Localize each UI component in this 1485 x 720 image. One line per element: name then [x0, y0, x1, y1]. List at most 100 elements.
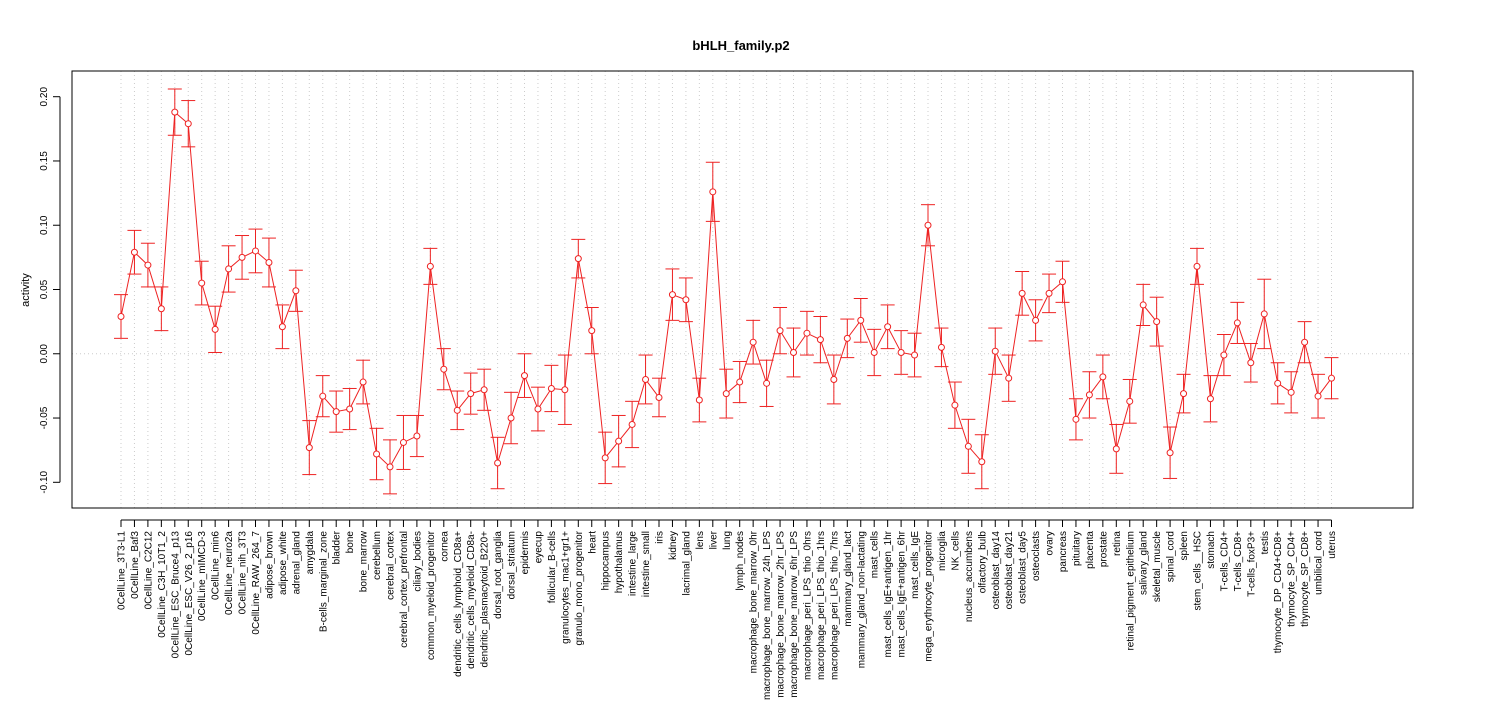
data-point [1274, 379, 1282, 387]
x-tick-label: testis [1260, 531, 1271, 554]
points [117, 108, 1335, 471]
x-tick-label: ciliary_bodies [412, 531, 423, 592]
data-point [911, 351, 919, 359]
data-point [1045, 289, 1053, 297]
x-tick-label: lymph_nodes [735, 531, 746, 590]
x-tick-label: 0CellLine_RAW_264_7 [251, 531, 262, 635]
data-point [803, 329, 811, 337]
x-tick-label: common_myeloid_progenitor [426, 530, 437, 660]
x-tick-label: macrophage_bone_marrow_6hr_LPS [789, 531, 800, 698]
x-tick-label: osteoblast_day21 [1004, 531, 1015, 610]
data-point [642, 375, 650, 383]
x-tick-label: 0CellLine_ESC_Bruce4_p13 [170, 531, 181, 659]
data-point [184, 120, 192, 128]
grid [120, 71, 1332, 508]
x-tick-label: T-cells_CD4+ [1219, 531, 1230, 591]
x-tick-label: T-cells_CD8+ [1233, 531, 1244, 591]
data-point [937, 343, 945, 351]
y-tick-label: -0.05 [39, 406, 50, 429]
data-point [1072, 415, 1080, 423]
x-tick-label: dendritic_cells_lymphoid_CD8a+ [453, 531, 464, 677]
data-point [507, 414, 515, 422]
x-tick-label: spinal_cord [1166, 531, 1177, 582]
data-point [978, 458, 986, 466]
data-point [1328, 374, 1335, 382]
x-tick-label: olfactory_bulb [977, 531, 988, 594]
data-point [386, 463, 394, 471]
data-point [440, 365, 448, 373]
x-tick-label: intestine_large [628, 531, 639, 596]
data-point [534, 405, 542, 413]
data-point [1153, 318, 1161, 326]
x-tick-label: salivary_gland [1139, 531, 1150, 595]
data-point [305, 444, 313, 452]
x-tick-label: dendritic_cells_myeloid_CD8a- [466, 531, 477, 669]
x-tick-label: adrenal_gland [291, 531, 302, 594]
data-point [494, 459, 502, 467]
x-tick-label: bladder [332, 530, 343, 564]
data-point [897, 348, 905, 356]
data-point [467, 390, 475, 398]
data-point [399, 438, 407, 446]
error-bars [114, 88, 1339, 495]
data-point [1193, 262, 1201, 270]
x-tick-label: hypothalamus [614, 531, 625, 593]
x-tick-label: macrophage_bone_marrow_24h_LPS [762, 531, 773, 700]
y-axis-label: activity [20, 273, 32, 307]
x-tick-label: macrophage_peri_LPS_thio_0hrs [802, 531, 813, 680]
plot-frame [71, 70, 1414, 509]
x-tick-label: macrophage_peri_LPS_thio_1hrs [816, 531, 827, 680]
data-point [884, 323, 892, 331]
data-point [1260, 310, 1268, 318]
x-tick-label: macrophage_peri_LPS_thio_7hrs [829, 531, 840, 680]
x-tick-label: 0CellLine_Baf3 [130, 531, 141, 599]
chart-title: bHLH_family.p2 [692, 38, 789, 53]
x-tick-label: lacrimal_gland [681, 531, 692, 595]
x-tick-label: mast_cells_IgE+antigen_6hr [897, 530, 908, 657]
data-point [1247, 359, 1255, 367]
data-point [830, 375, 838, 383]
x-tick-label: prostate [1098, 531, 1109, 568]
x-tick-label: mammary_gland_lact [843, 531, 854, 627]
data-point [1206, 395, 1214, 403]
data-point [870, 348, 878, 356]
data-point [265, 259, 273, 267]
data-point [924, 221, 932, 229]
x-tick-label: 0CellLine_C3H_10T1_2 [157, 531, 168, 638]
data-point [130, 248, 138, 256]
data-point [373, 450, 381, 458]
data-point [628, 420, 636, 428]
x-tick-label: uterus [1327, 531, 1338, 559]
data-point [359, 378, 367, 386]
data-point [211, 325, 219, 333]
x-tick-label: 0CellLine_neuro2a [224, 531, 235, 615]
x-tick-label: lung [722, 531, 733, 550]
data-point [736, 378, 744, 386]
data-point [1233, 319, 1241, 327]
x-tick-label: adipose_brown [264, 531, 275, 599]
data-point [991, 347, 999, 355]
x-tick-label: epidermis [520, 531, 531, 574]
data-point [1018, 289, 1026, 297]
y-tick-label: 0.15 [39, 151, 50, 171]
y-axis: -0.10 -0.05 0.00 0.05 0.10 0.15 0.20 [39, 87, 61, 494]
y-tick-label: 0.05 [39, 279, 50, 299]
x-tick-label: thymocyte_SP_CD8+ [1300, 531, 1311, 627]
data-point [951, 401, 959, 409]
data-point [857, 316, 865, 324]
data-point [1220, 351, 1228, 359]
data-point [252, 247, 259, 255]
x-axis: 0CellLine_3T3-L1 0CellLine_Baf3 0CellLine_… [117, 519, 1338, 700]
x-tick-label: adipose_white [278, 531, 289, 595]
data-point [198, 279, 206, 287]
x-tick-label: umbilical_cord [1314, 531, 1325, 595]
x-tick-label: B-cells_marginal_zone [318, 531, 329, 633]
data-point [1180, 390, 1188, 398]
data-point [1314, 392, 1322, 400]
data-point [1059, 278, 1066, 286]
x-tick-label: granulocytes_mac1+gr1+ [560, 531, 571, 644]
data-point [453, 406, 461, 414]
data-point [332, 408, 340, 416]
x-tick-label: liver [708, 530, 719, 549]
